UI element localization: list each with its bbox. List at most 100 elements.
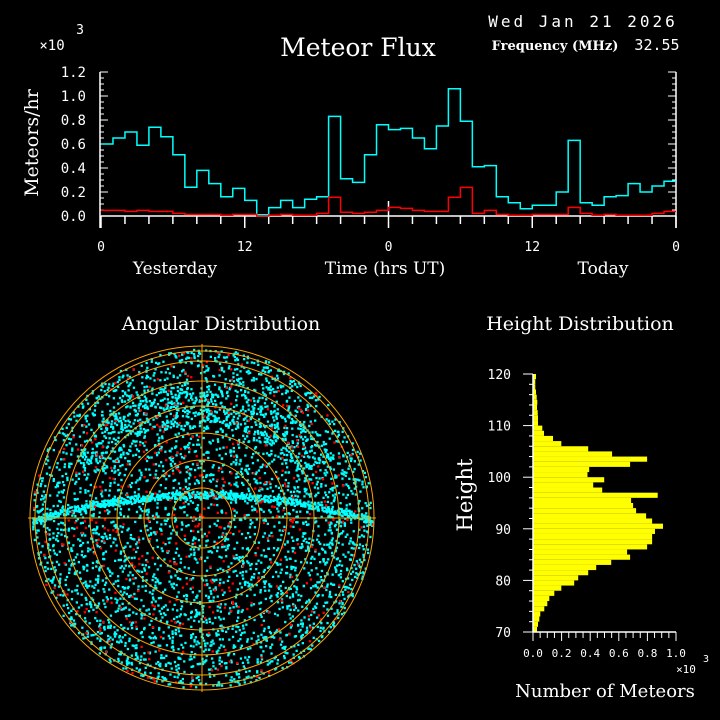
angular-point — [39, 484, 42, 488]
angular-point — [246, 401, 249, 404]
angular-point — [239, 495, 242, 498]
angular-point — [128, 421, 131, 424]
angular-point — [150, 642, 153, 645]
angular-point — [204, 493, 207, 496]
angular-point — [274, 454, 277, 457]
angular-point — [260, 561, 263, 564]
angular-point — [188, 468, 192, 471]
angular-point — [112, 397, 115, 400]
angular-point — [141, 421, 144, 424]
angular-point — [102, 469, 105, 472]
angular-point — [144, 500, 147, 503]
angular-point — [269, 596, 272, 599]
angular-point — [161, 676, 164, 679]
angular-point — [244, 583, 247, 586]
angular-point — [239, 382, 242, 386]
angular-point — [180, 528, 183, 531]
angular-point — [105, 535, 108, 538]
angular-point-subset — [164, 404, 167, 407]
angular-point — [338, 532, 341, 536]
angular-point — [180, 494, 183, 497]
angular-point — [89, 580, 92, 583]
angular-point — [163, 397, 166, 400]
angular-point — [263, 585, 266, 589]
angular-point — [155, 513, 158, 516]
angular-point — [249, 588, 252, 591]
angular-point — [241, 408, 245, 411]
angular-point — [68, 617, 71, 621]
angular-point — [119, 590, 122, 593]
angular-point — [79, 510, 82, 513]
angular-point — [264, 597, 267, 601]
angular-point — [76, 584, 79, 587]
angular-point — [239, 470, 243, 473]
angular-point — [335, 475, 338, 478]
angular-point — [246, 640, 249, 643]
angular-point — [54, 438, 57, 442]
angular-point — [280, 497, 283, 501]
angular-point — [143, 389, 146, 392]
angular-point — [86, 451, 89, 454]
angular-point — [286, 466, 289, 469]
angular-point — [168, 637, 172, 640]
angular-point — [95, 532, 98, 535]
angular-point — [103, 602, 106, 605]
angular-point — [172, 374, 175, 377]
angular-point — [244, 422, 247, 425]
angular-point — [109, 484, 112, 487]
angular-point — [133, 440, 136, 443]
angular-point — [345, 504, 348, 507]
angular-point — [115, 544, 118, 547]
angular-point — [119, 653, 123, 656]
angular-point — [221, 546, 224, 549]
angular-point — [116, 418, 119, 421]
angular-point — [268, 500, 271, 504]
angular-point — [59, 593, 62, 597]
angular-point — [126, 541, 129, 545]
angular-point — [126, 529, 129, 532]
angular-point — [112, 382, 115, 385]
angular-point — [33, 519, 36, 522]
angular-point — [40, 508, 43, 511]
angular-point — [235, 399, 238, 402]
angular-point — [295, 586, 298, 589]
angular-point — [45, 462, 48, 465]
angular-point — [304, 450, 308, 453]
angular-point — [52, 449, 55, 452]
angular-point — [279, 571, 282, 574]
angular-point — [208, 672, 211, 675]
angular-point — [320, 444, 323, 447]
angular-point — [129, 545, 132, 548]
angular-point — [335, 570, 338, 574]
angular-point — [159, 406, 162, 409]
angular-point — [164, 523, 167, 526]
angular-point — [109, 432, 113, 435]
angular-point — [336, 609, 339, 612]
angular-point — [199, 682, 202, 685]
angular-point-subset — [112, 477, 115, 480]
angular-point — [209, 550, 212, 553]
angular-point — [75, 474, 78, 477]
angular-point — [166, 367, 170, 370]
angular-point — [358, 479, 361, 482]
angular-point — [209, 600, 212, 603]
angular-point — [190, 611, 193, 614]
angular-point — [221, 638, 224, 641]
angular-point — [253, 400, 256, 403]
angular-point — [163, 428, 167, 431]
angular-point — [218, 386, 221, 389]
angular-point — [52, 536, 55, 539]
angular-point — [318, 461, 321, 465]
angular-point — [147, 511, 150, 514]
angular-point — [272, 411, 275, 414]
angular-point — [341, 601, 344, 605]
angular-point — [244, 500, 247, 503]
angular-point — [152, 575, 155, 578]
angular-point — [305, 492, 308, 495]
angular-point — [98, 460, 102, 463]
angular-point — [289, 379, 292, 383]
angular-point — [345, 567, 349, 570]
angular-point — [309, 435, 313, 438]
angular-point — [303, 446, 307, 449]
angular-point — [179, 657, 182, 660]
